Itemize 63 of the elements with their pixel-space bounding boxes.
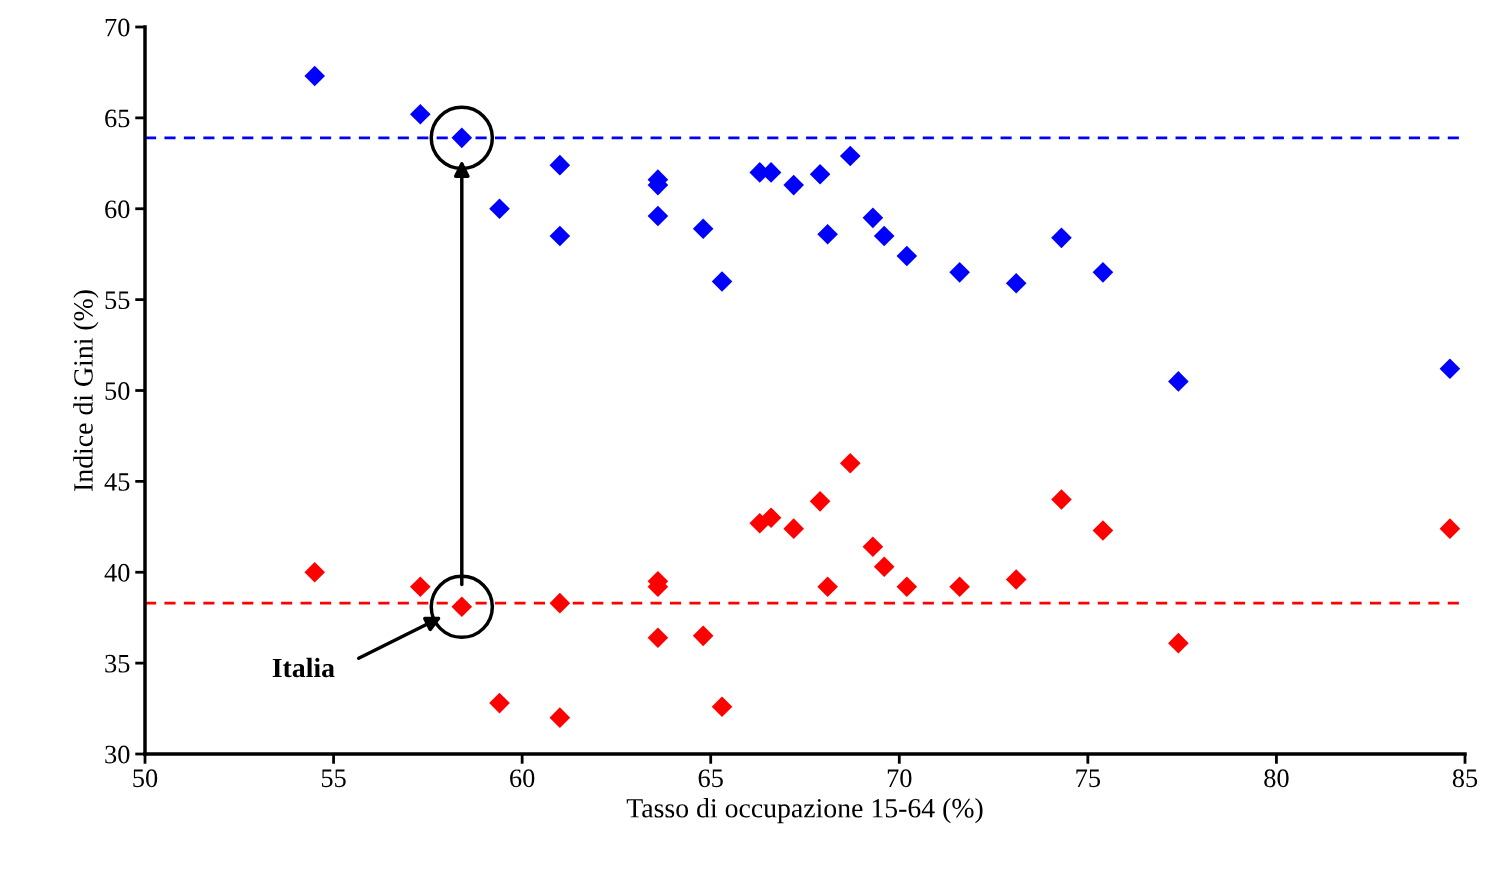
point xyxy=(711,696,733,718)
y-tick-label: 60 xyxy=(105,200,130,219)
point xyxy=(809,163,831,185)
y-tick-label: 45 xyxy=(104,473,130,491)
point xyxy=(817,576,838,598)
point xyxy=(873,225,895,247)
x-axis-title: Tasso di occupazione 15-64 (%) xyxy=(626,798,983,824)
point xyxy=(549,707,571,728)
point xyxy=(489,692,510,714)
point xyxy=(862,536,884,558)
point xyxy=(873,556,895,578)
point xyxy=(839,452,861,474)
point xyxy=(1439,358,1461,379)
point xyxy=(1092,520,1114,541)
point xyxy=(1005,272,1027,294)
point xyxy=(1439,518,1461,539)
point xyxy=(549,592,571,614)
x-tick-label: 65 xyxy=(698,769,723,788)
y-tick-label: 30 xyxy=(105,745,130,764)
point xyxy=(1005,569,1027,590)
point xyxy=(839,145,861,167)
x-tick-label: 50 xyxy=(133,769,158,788)
y-tick-label: 70 xyxy=(105,18,130,37)
point xyxy=(549,225,571,247)
point xyxy=(711,271,733,292)
point xyxy=(410,576,431,598)
point xyxy=(760,507,782,529)
y-tick-label: 40 xyxy=(104,563,130,582)
point xyxy=(692,625,714,647)
point xyxy=(410,103,431,125)
x-tick-label: 70 xyxy=(887,769,912,788)
x-tick-label: 55 xyxy=(321,769,346,788)
point xyxy=(817,223,838,245)
point xyxy=(647,205,669,227)
annotation: Italia xyxy=(272,657,335,678)
x-tick-label: 85 xyxy=(1452,769,1478,788)
point xyxy=(783,174,804,196)
y-tick-label: 55 xyxy=(105,291,130,310)
point xyxy=(949,262,970,283)
point xyxy=(549,154,571,176)
point xyxy=(304,561,326,583)
point xyxy=(647,627,669,648)
point xyxy=(1051,489,1072,510)
point xyxy=(896,576,918,598)
y-axis-title: Indice di Gini (%) xyxy=(73,290,99,491)
y-tick-label: 35 xyxy=(105,654,130,673)
point xyxy=(1051,227,1072,249)
point xyxy=(783,518,804,539)
point xyxy=(896,245,918,267)
y-tick-label: 50 xyxy=(105,382,130,400)
point xyxy=(1092,262,1114,283)
point xyxy=(949,576,970,598)
point xyxy=(1168,371,1189,392)
point xyxy=(809,491,831,512)
x-tick-label: 80 xyxy=(1264,769,1289,788)
y-tick-label: 65 xyxy=(105,109,130,128)
point xyxy=(1168,632,1189,654)
point xyxy=(489,198,510,220)
x-tick-label: 75 xyxy=(1076,769,1101,788)
x-tick-label: 60 xyxy=(510,769,535,788)
point xyxy=(304,65,326,87)
point xyxy=(862,207,884,229)
point xyxy=(692,218,714,240)
